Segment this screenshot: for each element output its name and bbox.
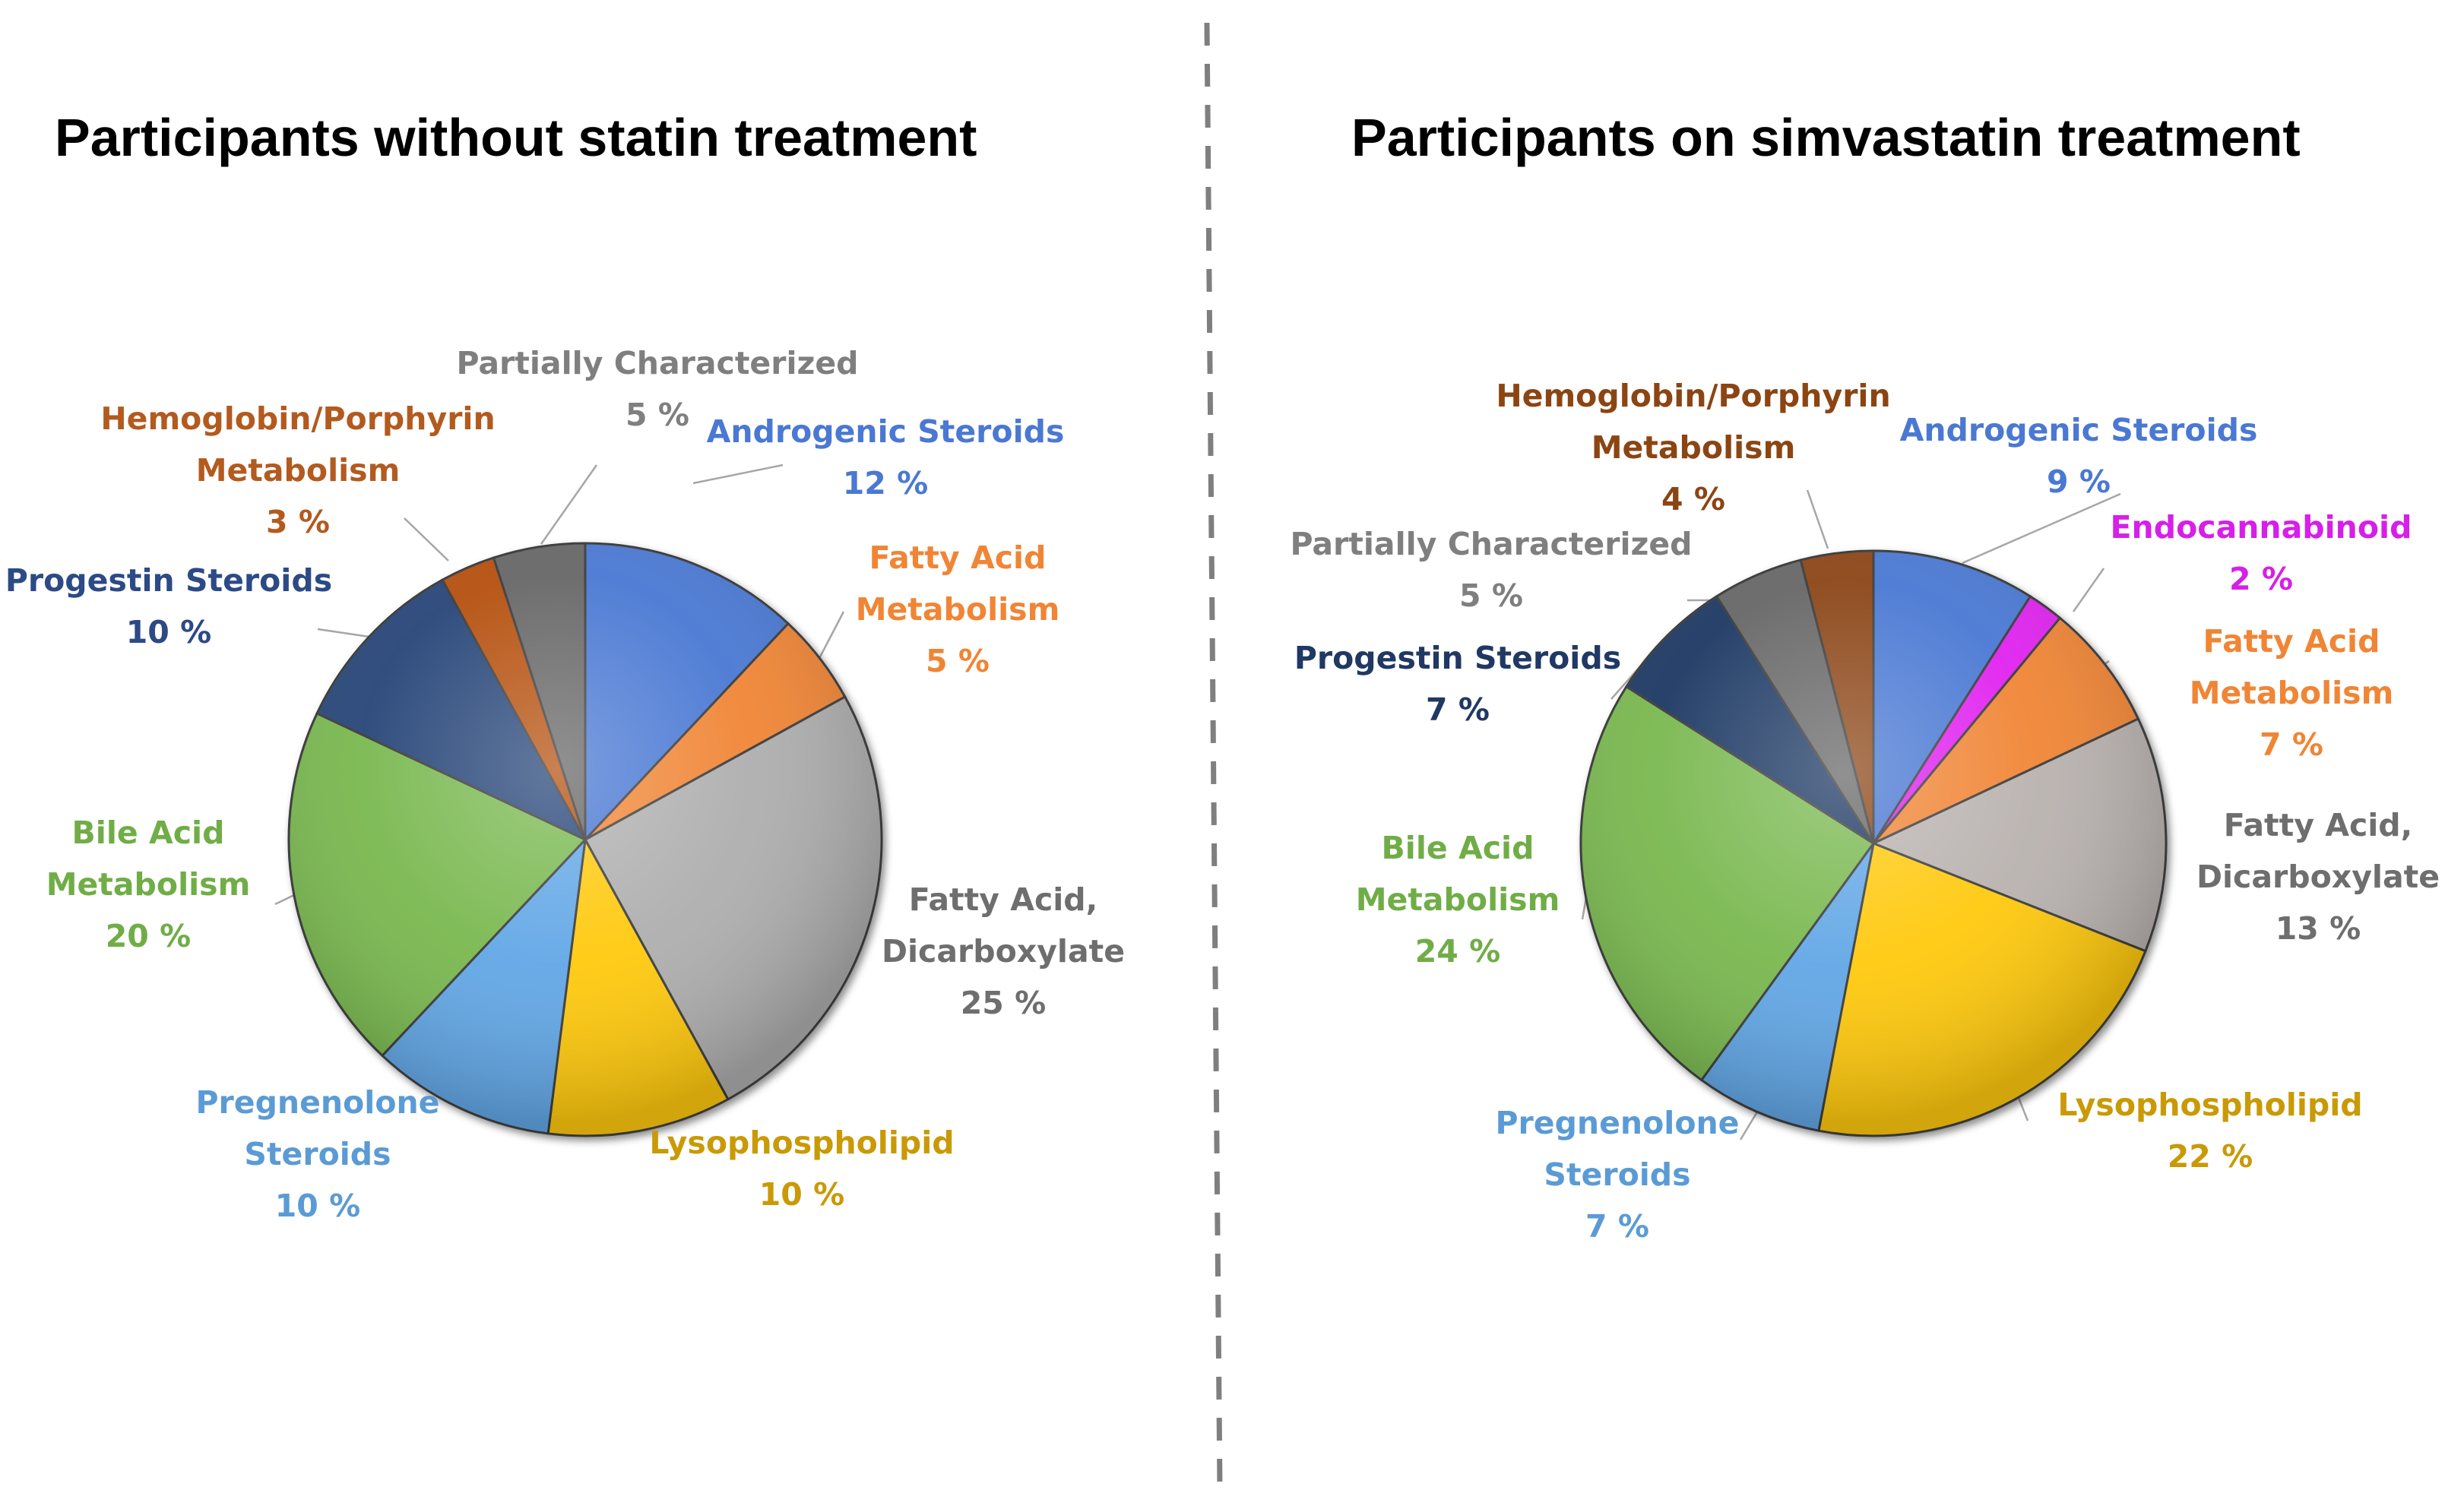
chart-title-on-simvastatin: Participants on simvastatin treatment	[1351, 108, 2301, 167]
slice-value-label: 10 %	[759, 1176, 844, 1213]
slice-value-label: 7 %	[1426, 691, 1490, 728]
slice-label-line: Lysophospholipid	[2057, 1087, 2362, 1123]
leader-line-partially-characterized	[540, 464, 598, 545]
slice-value-label: 7 %	[1585, 1208, 1649, 1245]
slice-label-line: Endocannabinoid	[2111, 509, 2412, 546]
slice-label-line: Metabolism	[2190, 675, 2394, 711]
slice-value-label: 5 %	[1459, 577, 1523, 614]
slice-value-label: 10 %	[275, 1188, 360, 1224]
slice-label-line: Bile Acid	[1382, 830, 1534, 866]
leader-line-androgenic	[1962, 492, 2121, 565]
leader-line-pregnenolone	[1739, 1111, 1759, 1140]
leader-line-bile-acid	[274, 894, 295, 906]
slice-value-label: 10 %	[126, 614, 211, 650]
slice-label-line: Dicarboxylate	[2196, 859, 2440, 895]
slice-label-lysophospholipid: Lysophospholipid 22 %	[2057, 1087, 2362, 1175]
slice-label-fatty-acid-metabolism: Fatty Acid Metabolism 5 %	[856, 539, 1060, 679]
slice-label-line: Metabolism	[1356, 881, 1560, 918]
slice-label-hemoglobin: Hemoglobin/Porphyrin Metabolism 4 %	[1496, 378, 1890, 517]
slice-value-label: 7 %	[2260, 726, 2323, 763]
slice-label-line: Dicarboxylate	[882, 933, 1125, 970]
slice-label-pregnenolone: Pregnenolone Steroids 10 %	[196, 1084, 440, 1224]
slice-value-label: 5 %	[626, 397, 689, 433]
slice-label-line: Progestin Steroids	[1294, 640, 1621, 676]
slice-value-label: 3 %	[266, 504, 330, 540]
slice-label-line: Metabolism	[856, 591, 1060, 628]
chart-title-without-statin: Participants without statin treatment	[55, 108, 977, 167]
slice-label-line: Steroids	[244, 1136, 391, 1172]
slice-label-androgenic: Androgenic Steroids 12 %	[707, 413, 1065, 501]
slice-label-progestin: Progestin Steroids 10 %	[5, 562, 332, 650]
slice-value-label: 20 %	[106, 918, 191, 954]
leader-line-bile-acid	[1581, 897, 1588, 920]
leader-line-progestin	[317, 628, 369, 638]
slice-value-label: 4 %	[1661, 481, 1725, 517]
leader-line-fatty-acid-metabolism	[819, 611, 845, 659]
slice-label-pregnenolone: Pregnenolone Steroids 7 %	[1496, 1105, 1740, 1245]
slice-label-line: Bile Acid	[72, 815, 225, 851]
slice-label-lysophospholipid: Lysophospholipid 10 %	[649, 1125, 954, 1213]
slice-label-partially-characterized: Partially Characterized 5 %	[456, 345, 858, 433]
divider-line	[1204, 22, 1223, 1490]
slice-label-line: Partially Characterized	[456, 345, 858, 381]
slice-value-label: 5 %	[926, 643, 990, 679]
pie-chart-without-statin: Participants without statin treatment An…	[5, 108, 1125, 1224]
slice-value-label: 25 %	[961, 985, 1046, 1021]
slice-label-bile-acid: Bile Acid Metabolism 24 %	[1356, 830, 1560, 970]
slice-label-progestin: Progestin Steroids 7 %	[1294, 640, 1621, 728]
slice-value-label: 22 %	[2168, 1138, 2253, 1175]
leader-line-endocannabinoid	[2072, 568, 2105, 612]
pie-chart-on-simvastatin: Participants on simvastatin treatment An…	[1290, 108, 2440, 1245]
slice-label-line: Fatty Acid,	[2224, 807, 2412, 843]
slice-label-line: Steroids	[1544, 1156, 1690, 1193]
slice-label-line: Fatty Acid	[2203, 623, 2380, 660]
slice-value-label: 2 %	[2229, 561, 2293, 597]
slice-label-hemoglobin: Hemoglobin/Porphyrin Metabolism 3 %	[100, 400, 495, 540]
slice-label-androgenic: Androgenic Steroids 9 %	[1900, 412, 2258, 500]
slice-value-label: 12 %	[843, 465, 928, 501]
slice-label-line: Metabolism	[196, 452, 401, 489]
slice-label-line: Fatty Acid,	[909, 881, 1097, 918]
leader-line-hemoglobin	[404, 517, 449, 562]
slice-label-line: Partially Characterized	[1290, 526, 1692, 562]
slice-label-fatty-acid-metabolism: Fatty Acid Metabolism 7 %	[2190, 623, 2394, 763]
slice-label-fatty-acid-dicarboxylate: Fatty Acid, Dicarboxylate 13 %	[2196, 807, 2440, 947]
slice-label-line: Metabolism	[1591, 429, 1796, 466]
slice-label-line: Hemoglobin/Porphyrin	[1496, 378, 1890, 414]
slice-value-label: 24 %	[1415, 933, 1500, 970]
leader-line-androgenic	[692, 463, 784, 485]
slice-label-line: Lysophospholipid	[649, 1125, 954, 1161]
leader-line-hemoglobin	[1806, 489, 1829, 549]
slice-label-partially-characterized: Partially Characterized 5 %	[1290, 526, 1692, 614]
slice-label-line: Pregnenolone	[196, 1084, 440, 1121]
slice-label-line: Metabolism	[46, 866, 251, 903]
slice-label-line: Hemoglobin/Porphyrin	[100, 400, 495, 437]
slice-label-line: Androgenic Steroids	[707, 413, 1065, 450]
slice-label-line: Pregnenolone	[1496, 1105, 1740, 1141]
slice-label-bile-acid: Bile Acid Metabolism 20 %	[46, 815, 251, 954]
slice-label-fatty-acid-dicarboxylate: Fatty Acid, Dicarboxylate 25 %	[882, 881, 1125, 1021]
slice-label-endocannabinoid: Endocannabinoid 2 %	[2111, 509, 2412, 597]
slice-value-label: 9 %	[2047, 463, 2111, 500]
slice-value-label: 13 %	[2276, 910, 2361, 947]
slice-label-line: Fatty Acid	[869, 539, 1047, 576]
slice-label-line: Androgenic Steroids	[1900, 412, 2258, 448]
slice-label-line: Progestin Steroids	[5, 562, 332, 599]
